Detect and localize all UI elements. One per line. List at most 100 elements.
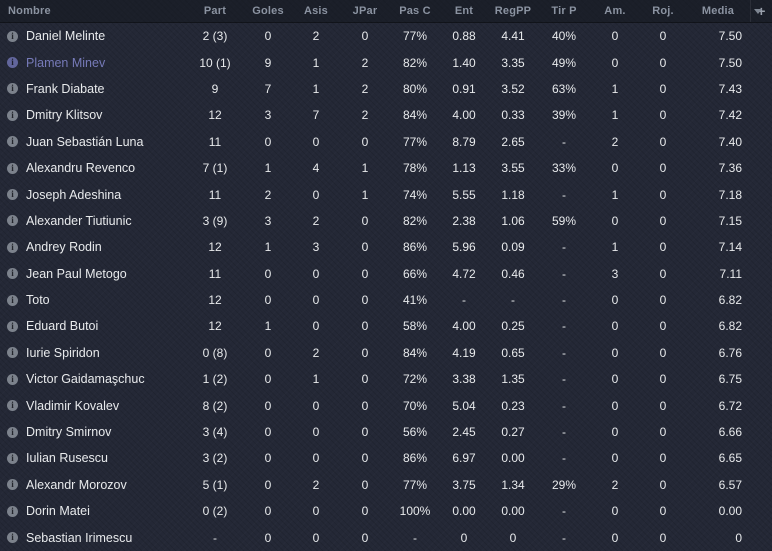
stat-cell-jpar: 0 [361, 504, 369, 519]
player-name-cell[interactable]: i Iulian Rusescu [0, 451, 186, 465]
player-name[interactable]: Victor Gaidamaşchuc [26, 372, 145, 387]
player-name[interactable]: Juan Sebastián Luna [26, 134, 144, 149]
column-header-am[interactable]: Am. [604, 5, 626, 17]
player-name[interactable]: Dmitry Klitsov [26, 108, 103, 123]
stat-cell-jpar: 0 [361, 477, 369, 492]
player-info-icon[interactable]: i [7, 57, 18, 69]
player-info-icon[interactable]: i [7, 320, 18, 332]
player-name-cell[interactable]: i Dmitry Klitsov [0, 108, 186, 122]
player-info-icon[interactable]: i [7, 136, 18, 148]
player-info-icon[interactable]: i [7, 400, 18, 412]
column-header-goles[interactable]: Goles [252, 5, 284, 17]
player-name-cell[interactable]: i Plamen Minev [0, 56, 186, 70]
stat-cell-regpp: 1.34 [501, 477, 525, 492]
player-name[interactable]: Alexandr Morozov [26, 477, 127, 492]
player-row[interactable]: i Toto 12 0 0 0 41% - - - 0 0 6.82 [0, 287, 772, 313]
player-name-cell[interactable]: i Victor Gaidamaşchuc [0, 372, 186, 386]
player-info-icon[interactable]: i [7, 532, 18, 544]
player-name[interactable]: Dmitry Smirnov [26, 425, 112, 440]
player-info-icon[interactable]: i [7, 189, 18, 201]
sort-descending-icon[interactable] [754, 9, 762, 14]
player-info-icon[interactable]: i [7, 241, 18, 253]
player-name-cell[interactable]: i Vladimir Kovalev [0, 399, 186, 413]
player-row[interactable]: i Victor Gaidamaşchuc 1 (2) 0 1 0 72% 3.38 1.35 -… [0, 366, 772, 392]
player-name[interactable]: Dorin Matei [26, 504, 90, 519]
player-info-icon[interactable]: i [7, 83, 18, 95]
player-name[interactable]: Alexandru Revenco [26, 161, 136, 176]
column-header-jpar[interactable]: JPar [352, 5, 378, 17]
column-header-pasc[interactable]: Pas C [399, 5, 431, 17]
player-info-icon[interactable]: i [7, 162, 18, 174]
player-info-icon[interactable]: i [7, 505, 18, 517]
column-header-asis[interactable]: Asis [303, 5, 329, 17]
column-header-roj[interactable]: Roj. [652, 5, 674, 17]
player-info-icon[interactable]: i [7, 109, 18, 121]
player-row[interactable]: i Frank Diabate 9 7 1 2 80% 0.91 3.52 63% 1 0 7.43 [0, 76, 772, 102]
player-name-cell[interactable]: i Dmitry Smirnov [0, 425, 186, 439]
player-name[interactable]: Iurie Spiridon [26, 345, 100, 360]
player-row[interactable]: i Dorin Matei 0 (2) 0 0 0 100% 0.00 0.00 - 0 0 0.00 [0, 498, 772, 524]
player-info-icon[interactable]: i [7, 268, 18, 280]
column-header-tirp[interactable]: Tir P [551, 5, 577, 17]
player-row[interactable]: i Dmitry Klitsov 12 3 7 2 84% 4.00 0.33 39% 1 0 7.42 [0, 102, 772, 128]
player-name-cell[interactable]: i Iurie Spiridon [0, 346, 186, 360]
player-name[interactable]: Eduard Butoi [26, 319, 99, 334]
player-name[interactable]: Daniel Melinte [26, 29, 106, 44]
column-header-ent[interactable]: Ent [454, 5, 474, 17]
player-row[interactable]: i Alexander Tiutiunic 3 (9) 3 2 0 82% 2.38 1.06 5… [0, 208, 772, 234]
stat-cell-part: 5 (1) [202, 477, 228, 492]
player-info-icon[interactable]: i [7, 373, 18, 385]
player-name[interactable]: Frank Diabate [26, 81, 105, 96]
player-row[interactable]: i Alexandr Morozov 5 (1) 0 2 0 77% 3.75 1.34 29% 2… [0, 472, 772, 498]
player-row[interactable]: i Dmitry Smirnov 3 (4) 0 0 0 56% 2.45 0.27 - 0 0 6.6… [0, 419, 772, 445]
player-name-cell[interactable]: i Alexandr Morozov [0, 478, 186, 492]
player-name-cell[interactable]: i Andrey Rodin [0, 240, 186, 254]
player-row[interactable]: i Joseph Adeshina 11 2 0 1 74% 5.55 1.18 - 1 0 7.18 [0, 181, 772, 207]
player-name-cell[interactable]: i Dorin Matei [0, 504, 186, 518]
player-name[interactable]: Alexander Tiutiunic [26, 213, 132, 228]
player-info-icon[interactable]: i [7, 215, 18, 227]
player-name[interactable]: Iulian Rusescu [26, 451, 108, 466]
player-name[interactable]: Jean Paul Metogo [26, 266, 127, 281]
player-row[interactable]: i Daniel Melinte 2 (3) 0 2 0 77% 0.88 4.41 40% 0 0 7… [0, 23, 772, 49]
stat-cell-media: 7.43 [718, 81, 742, 96]
player-info-icon[interactable]: i [7, 479, 18, 491]
column-header-regpp[interactable]: RegPP [494, 5, 532, 17]
player-row[interactable]: i Vladimir Kovalev 8 (2) 0 0 0 70% 5.04 0.23 - 0 0 6… [0, 392, 772, 418]
player-name[interactable]: Plamen Minev [26, 55, 106, 70]
player-row[interactable]: i Eduard Butoi 12 1 0 0 58% 4.00 0.25 - 0 0 6.82 [0, 313, 772, 339]
player-row[interactable]: i Sebastian Irimescu - 0 0 0 - 0 0 - 0 0 0 [0, 524, 772, 550]
player-row[interactable]: i Iulian Rusescu 3 (2) 0 0 0 86% 6.97 0.00 - 0 0 6.6… [0, 445, 772, 471]
player-name-cell[interactable]: i Eduard Butoi [0, 319, 186, 333]
player-name[interactable]: Vladimir Kovalev [26, 398, 120, 413]
player-name-cell[interactable]: i Toto [0, 293, 186, 307]
player-row[interactable]: i Andrey Rodin 12 1 3 0 86% 5.96 0.09 - 1 0 7.14 [0, 234, 772, 260]
player-name-cell[interactable]: i Jean Paul Metogo [0, 267, 186, 281]
player-info-icon[interactable]: i [7, 426, 18, 438]
player-info-icon[interactable]: i [7, 452, 18, 464]
player-name[interactable]: Joseph Adeshina [26, 187, 122, 202]
player-name-cell[interactable]: i Alexander Tiutiunic [0, 214, 186, 228]
stat-cell-goles: 7 [264, 81, 272, 96]
player-name[interactable]: Sebastian Irimescu [26, 530, 133, 545]
player-name-cell[interactable]: i Sebastian Irimescu [0, 531, 186, 545]
player-info-icon[interactable]: i [7, 30, 18, 42]
column-header-media[interactable]: Media [686, 5, 762, 17]
player-row[interactable]: i Plamen Minev 10 (1) 9 1 2 82% 1.40 3.35 49% 0 0 7.… [0, 49, 772, 75]
player-name-cell[interactable]: i Alexandru Revenco [0, 161, 186, 175]
stat-cell-asis: 7 [312, 108, 320, 123]
player-row[interactable]: i Iurie Spiridon 0 (8) 0 2 0 84% 4.19 0.65 - 0 0 6.7… [0, 340, 772, 366]
player-name[interactable]: Toto [26, 293, 50, 308]
player-row[interactable]: i Juan Sebastián Luna 11 0 0 0 77% 8.79 2.65 - 2 0 7… [0, 129, 772, 155]
column-header-part[interactable]: Part [203, 5, 227, 17]
player-info-icon[interactable]: i [7, 294, 18, 306]
player-name[interactable]: Andrey Rodin [26, 240, 102, 255]
player-info-icon[interactable]: i [7, 347, 18, 359]
player-name-cell[interactable]: i Frank Diabate [0, 82, 186, 96]
player-name-cell[interactable]: i Juan Sebastián Luna [0, 135, 186, 149]
player-row[interactable]: i Jean Paul Metogo 11 0 0 0 66% 4.72 0.46 - 3 0 7.11 [0, 261, 772, 287]
player-row[interactable]: i Alexandru Revenco 7 (1) 1 4 1 78% 1.13 3.55 33%… [0, 155, 772, 181]
player-name-cell[interactable]: i Daniel Melinte [0, 29, 186, 43]
column-header-nombre[interactable]: Nombre [8, 5, 51, 17]
player-name-cell[interactable]: i Joseph Adeshina [0, 188, 186, 202]
